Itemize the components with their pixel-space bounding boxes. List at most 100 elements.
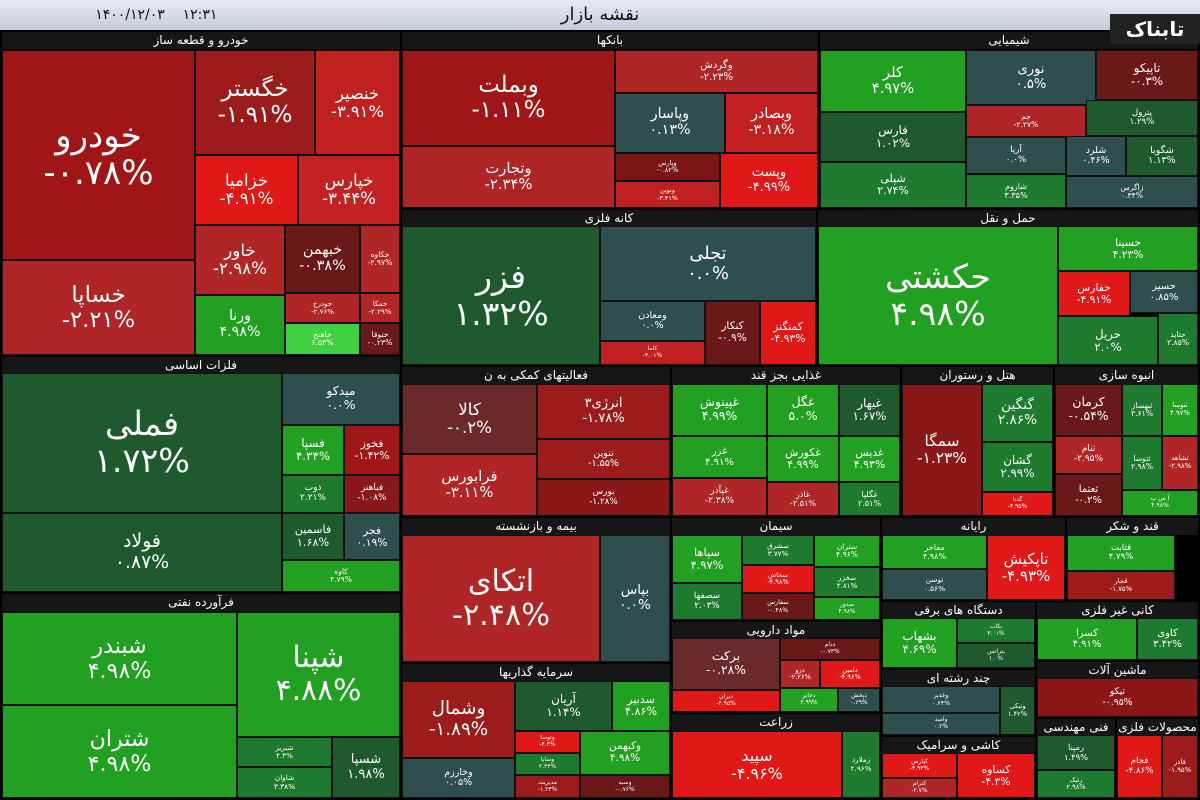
tile: غدیس ۴.۹۳% <box>839 436 900 482</box>
tile-change: -۰.۹% <box>718 332 747 344</box>
tile: کساوه -۴.۳% <box>957 753 1035 798</box>
tile-name: ونوین <box>660 186 675 195</box>
tile-change: -۱.۹۱% <box>217 101 293 128</box>
tile: وتوسا -۴.۳% <box>515 731 580 753</box>
tile-name: سپید <box>741 745 773 765</box>
tile-name: انرژی۳ <box>584 396 623 412</box>
tile: تاپیکو -۰.۳% <box>1096 50 1198 100</box>
tile: شپنا ۴.۸۸% <box>237 612 400 737</box>
tile-name: برکت <box>711 649 741 664</box>
tile: غگلپا ۲.۵۱% <box>839 482 900 516</box>
tile-name: خگستر <box>221 76 289 103</box>
tile-change: -۰.۷۸% <box>43 153 154 193</box>
tile-name: پترول <box>1131 107 1153 118</box>
tile-change: -۰.۳% <box>1130 74 1164 88</box>
tile: گنگین ۲.۸۶% <box>982 384 1053 442</box>
tile-name: وتجارت <box>485 159 532 177</box>
tile: شبریز ۴.۳% <box>237 737 332 767</box>
tile-name: شگویا <box>1150 144 1174 156</box>
tile-change: -۴.۹۱% <box>1076 292 1112 306</box>
tile: قثابت ۴.۷۹% <box>1067 535 1175 571</box>
top-bar: نقشه بازار ۱۲:۳۱ ۱۴۰۰/۱۲/۰۳ <box>0 0 1200 30</box>
tile: ثبهساز ۳.۶۱% <box>1122 384 1162 436</box>
sector-title: فلزات اساسی <box>2 357 400 374</box>
tile-name: تجلی <box>689 242 727 264</box>
tile-name: خزامیا <box>224 170 269 190</box>
tile: ختوقا -۰.۲۳% <box>360 323 400 355</box>
tile-name: خاهنج <box>313 329 332 339</box>
tile: دزو -۲.۲۶% <box>780 660 820 688</box>
tile-name: جم <box>1021 111 1031 121</box>
tile: سفارس -۰.۴۸% <box>742 593 814 620</box>
tile-name: وبصادر <box>751 106 792 123</box>
tile-name: میدکو <box>326 384 356 399</box>
tile-name: شپنا <box>292 639 345 675</box>
tile-change: ۱.۱۴% <box>546 705 581 719</box>
tile-change: ۱.۱۳% <box>1148 155 1176 166</box>
tile-change: ۰.۰۵% <box>444 777 473 788</box>
tile-change: -۰.۷۶% <box>615 785 635 793</box>
tile: سخاش -۴.۹۸% <box>742 565 814 593</box>
tile-change: ۴.۶۹% <box>902 642 937 656</box>
tile-name: مفاخر <box>924 542 945 553</box>
tile-change: ۴.۳۴% <box>295 449 331 463</box>
tile-name: فاذر <box>1174 757 1186 766</box>
tile: فباهنر -۱.۰۸% <box>344 475 400 513</box>
tile: غپینوش ۴.۹۹% <box>672 384 767 436</box>
tile: بکاب ۳.۰۱% <box>957 618 1035 643</box>
tile-name: غگلپا <box>861 489 878 500</box>
tile: خساپا -۲.۲۱% <box>2 260 195 355</box>
tile-change: ۲.۹۶% <box>850 763 872 773</box>
tile: ثشاهد -۲.۹۸% <box>1162 436 1198 490</box>
tile-name: سفارس <box>767 598 789 607</box>
tile-change: -۰.۵۴% <box>1068 409 1109 423</box>
tile-change: ۴.۲۳% <box>1112 247 1144 261</box>
tile-change: ۰.۶۹% <box>850 699 868 706</box>
tile-name: وتوسا <box>540 734 555 742</box>
sector-title: کانی غیر فلزی <box>1037 602 1198 619</box>
tile: مفاخر ۴.۹۸% <box>882 535 987 569</box>
tile-name: شلرد <box>1085 144 1107 156</box>
sector-title: کاشی و سرامیک <box>882 737 1035 754</box>
tile: وسبه -۰.۷۶% <box>580 775 670 798</box>
tile-change: ۴.۸۶% <box>624 705 658 718</box>
tile-name: کاوه <box>334 566 348 576</box>
tile-name: ونیکی <box>1009 702 1026 711</box>
tile-change: ۴.۷۹% <box>330 575 352 584</box>
tile: وسایا ۲.۳۳% <box>515 753 580 775</box>
tile: ونوین -۳.۴۱% <box>615 181 720 208</box>
tile-name: شاوان <box>274 773 295 783</box>
tile-name: خمکا <box>372 299 388 309</box>
tile-name: فزر <box>475 257 527 297</box>
tile-change: -۲.۷۶% <box>310 307 335 316</box>
tile: ذوب ۲.۲۱% <box>282 475 344 513</box>
tile-name: غزر <box>711 446 728 457</box>
tile: ومعادن ۰.۰% <box>600 301 705 341</box>
tile: خودرو -۰.۷۸% <box>2 50 195 260</box>
tile: فاذر -۱.۹۵% <box>1162 735 1198 798</box>
tile: وبملت -۱.۱۱% <box>402 50 615 146</box>
tile: شلرد ۰.۴۶% <box>1066 136 1126 176</box>
tile: برکت -۰.۲۸% <box>672 638 780 690</box>
tile-change: -۰.۳۸% <box>299 258 346 274</box>
tile-change: ۰.۰% <box>687 262 729 284</box>
sector-title: سرمایه گذاریها <box>402 664 670 681</box>
tile-name: تاپیکو <box>1133 60 1161 75</box>
tile-name: فولاد <box>123 530 161 552</box>
tile-change: ۲.۷۴% <box>877 184 909 197</box>
tile: ورنا ۴.۹۸% <box>195 295 285 355</box>
tile-name: فباهنر <box>360 483 384 494</box>
tile-change: -۴.۹۶% <box>839 673 861 681</box>
tile-name: کیارس <box>911 757 928 765</box>
tile-name: شبندر <box>92 633 147 660</box>
tile: شپلی ۲.۷۴% <box>820 162 966 208</box>
tile-change: ۴.۹۹% <box>800 699 818 706</box>
tile: غبهار ۱.۶۷% <box>839 384 900 436</box>
tile-name: ثنام <box>1081 444 1096 455</box>
tile-change: -۱.۲۳% <box>537 785 558 793</box>
tile-change: ۰.۴۶% <box>1082 155 1110 166</box>
tile-change: -۱.۲۸% <box>589 496 618 507</box>
tile-name: فاسمین <box>294 523 332 537</box>
tile: وپاسار ۰.۱۳% <box>615 93 725 153</box>
tile-name: گنگین <box>1001 396 1034 413</box>
